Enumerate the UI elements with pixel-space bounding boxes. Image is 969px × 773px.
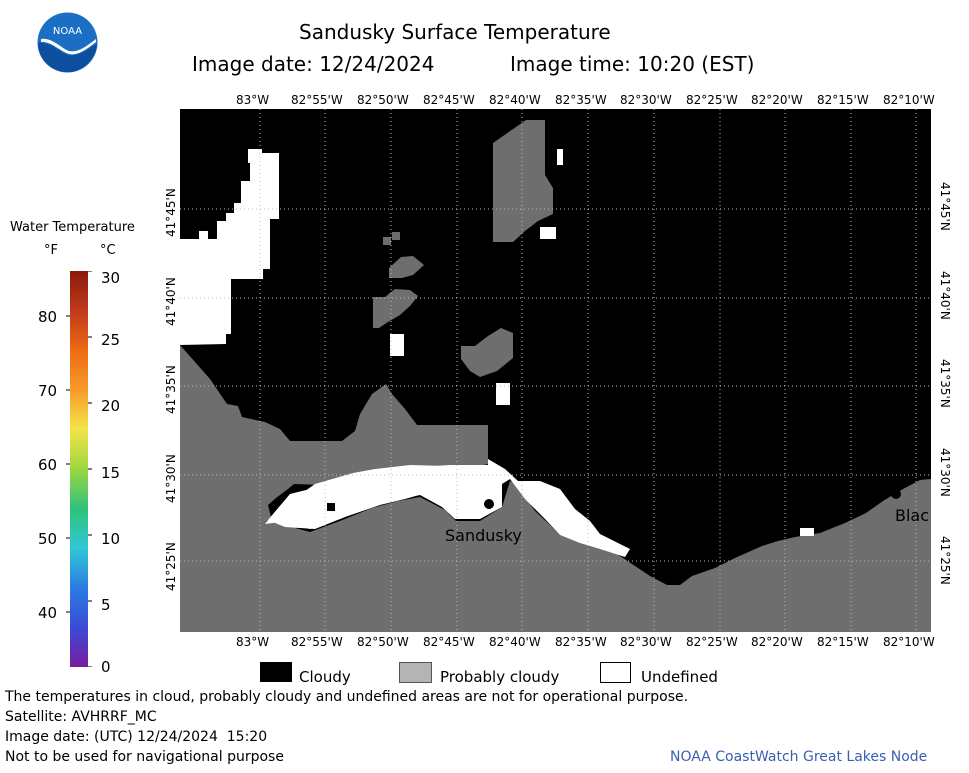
unit-c: °C bbox=[100, 243, 116, 258]
lat-tick-left: 41°45'N bbox=[164, 188, 178, 237]
scale-f-label: 70 bbox=[38, 382, 58, 400]
footer-nav-warning: Not to be used for navigational purpose bbox=[5, 749, 284, 765]
legend-probably-cloudy-label: Probably cloudy bbox=[440, 668, 560, 686]
undefined-area-west bbox=[248, 149, 262, 163]
scale-c-label: 20 bbox=[101, 397, 121, 415]
lat-tick-right: 41°35'N bbox=[938, 359, 952, 408]
lat-tick-right: 41°40'N bbox=[938, 271, 952, 320]
undefined-spot bbox=[496, 383, 510, 405]
footer-satellite: Satellite: AVHRRF_MC bbox=[5, 709, 157, 725]
probably-cloudy-patch bbox=[461, 328, 513, 377]
footer-credit: NOAA CoastWatch Great Lakes Node bbox=[670, 749, 928, 765]
lon-tick-bottom: 82°15'W bbox=[817, 635, 869, 649]
scale-c-label: 5 bbox=[101, 596, 111, 614]
image-time: Image time: 10:20 (EST) bbox=[510, 52, 755, 76]
scale-c-label: 30 bbox=[101, 269, 121, 287]
lon-tick-top: 83°W bbox=[236, 93, 270, 107]
legend-cloudy-label: Cloudy bbox=[299, 668, 351, 686]
logo-text: NOAA bbox=[53, 26, 82, 37]
lon-tick-bottom: 82°35'W bbox=[555, 635, 607, 649]
sandusky-marker bbox=[484, 499, 494, 509]
blac-label: Blac bbox=[895, 506, 929, 525]
lon-tick-bottom: 83°W bbox=[236, 635, 270, 649]
lon-tick-bottom: 82°45'W bbox=[423, 635, 475, 649]
scale-c-label: 0 bbox=[101, 658, 111, 676]
legend-cloudy-swatch bbox=[260, 662, 292, 682]
lon-tick-bottom: 82°20'W bbox=[751, 635, 803, 649]
scale-f-label: 60 bbox=[38, 456, 58, 474]
map-title: Sandusky Surface Temperature bbox=[299, 20, 611, 44]
legend-probably-cloudy-swatch bbox=[399, 662, 432, 683]
lon-tick-top: 82°55'W bbox=[291, 93, 343, 107]
undefined-spot bbox=[390, 334, 404, 356]
lat-tick-right: 41°30'N bbox=[938, 448, 952, 497]
undefined-spot bbox=[327, 503, 335, 511]
scale-f-label: 50 bbox=[38, 530, 58, 548]
probably-cloudy-land bbox=[180, 345, 931, 632]
lon-tick-top: 82°25'W bbox=[686, 93, 738, 107]
temperature-scale-title: Water Temperature bbox=[10, 220, 135, 235]
undefined-spot bbox=[557, 149, 563, 165]
lon-tick-bottom: 82°50'W bbox=[357, 635, 409, 649]
lon-tick-top: 82°15'W bbox=[817, 93, 869, 107]
probably-cloudy-patch bbox=[493, 120, 553, 242]
undefined-spot bbox=[540, 227, 556, 239]
lon-tick-top: 82°50'W bbox=[357, 93, 409, 107]
footer-utc-date: Image date: (UTC) 12/24/2024 15:20 bbox=[5, 729, 268, 745]
footer-note: The temperatures in cloud, probably clou… bbox=[5, 689, 689, 705]
lat-tick-left: 41°25'N bbox=[164, 542, 178, 591]
lat-tick-left: 41°40'N bbox=[164, 277, 178, 326]
scale-c-label: 25 bbox=[101, 331, 121, 349]
scale-f-label: 80 bbox=[38, 308, 58, 326]
undefined-spot bbox=[800, 528, 814, 536]
lon-tick-bottom: 82°55'W bbox=[291, 635, 343, 649]
lon-tick-top: 82°35'W bbox=[555, 93, 607, 107]
scale-ticks bbox=[66, 270, 92, 668]
scale-c-label: 10 bbox=[101, 530, 121, 548]
probably-cloudy-patch bbox=[392, 232, 400, 240]
lat-tick-right: 41°25'N bbox=[938, 536, 952, 585]
undefined-area-west bbox=[180, 153, 279, 345]
lon-tick-bottom: 82°10'W bbox=[883, 635, 935, 649]
lon-tick-bottom: 82°30'W bbox=[620, 635, 672, 649]
probably-cloudy-patch bbox=[389, 256, 424, 278]
blac-marker bbox=[891, 489, 901, 499]
lon-tick-bottom: 82°25'W bbox=[686, 635, 738, 649]
legend-undefined-label: Undefined bbox=[641, 668, 718, 686]
legend-undefined-swatch bbox=[600, 662, 631, 683]
lat-tick-left: 41°35'N bbox=[164, 365, 178, 414]
sandusky-label: Sandusky bbox=[445, 526, 522, 545]
temperature-map: Sandusky Blac bbox=[180, 109, 931, 632]
lon-tick-top: 82°20'W bbox=[751, 93, 803, 107]
image-date: Image date: 12/24/2024 bbox=[192, 52, 435, 76]
lon-tick-top: 82°40'W bbox=[489, 93, 541, 107]
scale-f-label: 40 bbox=[38, 604, 58, 622]
temperature-color-bar bbox=[70, 271, 88, 667]
lon-tick-top: 82°45'W bbox=[423, 93, 475, 107]
probably-cloudy-patch bbox=[373, 289, 418, 328]
noaa-logo: NOAA bbox=[36, 11, 99, 74]
scale-c-label: 15 bbox=[101, 464, 121, 482]
lon-tick-top: 82°10'W bbox=[883, 93, 935, 107]
lon-tick-bottom: 82°40'W bbox=[489, 635, 541, 649]
lon-tick-top: 82°30'W bbox=[620, 93, 672, 107]
probably-cloudy-patch bbox=[383, 237, 391, 245]
unit-f: °F bbox=[44, 243, 58, 258]
lat-tick-left: 41°30'N bbox=[164, 454, 178, 503]
undefined-spit bbox=[268, 465, 502, 529]
lat-tick-right: 41°45'N bbox=[938, 182, 952, 231]
